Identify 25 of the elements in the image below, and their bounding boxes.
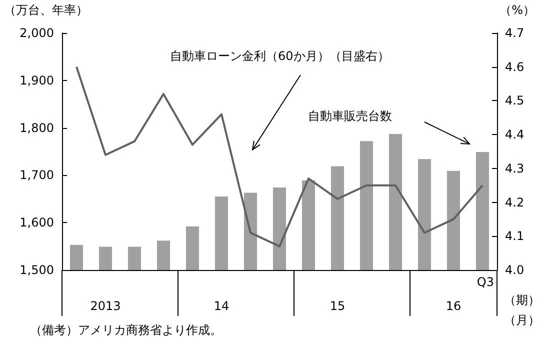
y2-axis-title: （%） <box>500 3 536 17</box>
y-tick-label: 1,500 <box>20 263 54 277</box>
y-tick-label: 2,000 <box>20 26 54 40</box>
y2-tick-label: 4.2 <box>505 195 524 210</box>
y2-tick-label: 4.3 <box>505 161 524 176</box>
y2-tick-label: 4.7 <box>505 26 524 40</box>
x-axis-title: （期）（月） <box>504 293 540 327</box>
text: Q3 <box>476 275 494 289</box>
x-tick-label: 16 <box>446 299 462 313</box>
y2-tick-label: 4.4 <box>505 128 524 142</box>
y2-tick-label: 4.6 <box>505 60 524 74</box>
y2-tick-label: 4.0 <box>505 263 524 277</box>
series-label: 自動車販売台数 <box>308 109 392 123</box>
y2-tick-label: 4.1 <box>505 229 524 244</box>
x-tick-label: 15 <box>330 299 346 313</box>
y2-tick-label: 4.5 <box>505 94 524 108</box>
y-tick-label: 1,800 <box>20 120 54 135</box>
y-tick-label: 1,600 <box>20 216 54 230</box>
text: （備考）アメリカ商務省より作成。 <box>30 323 222 337</box>
y-tick-label: 1,900 <box>20 73 54 88</box>
x-tick-label: 2013 <box>90 299 121 313</box>
text: 自動車ローン金利（60か月）（目盛右） <box>170 49 390 63</box>
x-tick-label: 14 <box>214 299 230 313</box>
y-axis-title: （万台、年率） <box>4 3 88 17</box>
y-tick-label: 1,700 <box>20 168 54 182</box>
